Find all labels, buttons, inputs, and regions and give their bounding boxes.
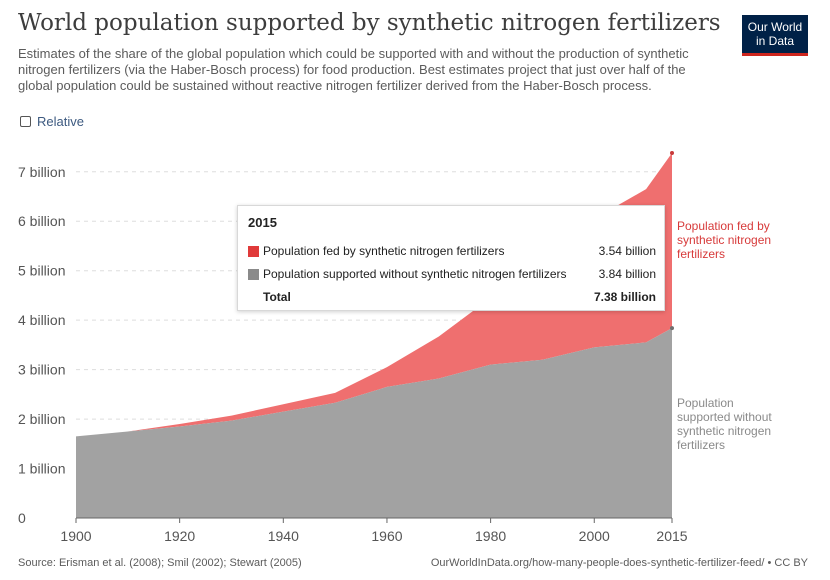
series-label-fed: fertilizers	[677, 247, 725, 261]
relative-label: Relative	[37, 114, 84, 129]
tooltip-row-fed: Population fed by synthetic nitrogen fer…	[248, 242, 656, 260]
end-point-fed	[670, 150, 674, 155]
tooltip-value-without: 3.84 billion	[598, 267, 656, 281]
y-tick-label: 1 billion	[18, 461, 65, 477]
series-label-without: supported without	[677, 410, 772, 424]
tooltip-year: 2015	[248, 215, 277, 230]
x-tick-label: 2015	[656, 528, 687, 544]
x-tick-label: 2000	[579, 528, 610, 544]
tooltip-row-total: Total 7.38 billion	[248, 288, 656, 306]
tooltip-label-fed: Population fed by synthetic nitrogen fer…	[263, 244, 505, 258]
source-url[interactable]: OurWorldInData.org/how-many-people-does-…	[430, 557, 808, 569]
x-tick-label: 1940	[268, 528, 299, 544]
relative-toggle[interactable]: Relative	[20, 114, 84, 129]
tooltip-row-without: Population supported without synthetic n…	[248, 265, 656, 283]
tooltip-label-without: Population supported without synthetic n…	[263, 267, 567, 281]
chart-title: World population supported by synthetic …	[18, 10, 721, 36]
end-point-without	[670, 326, 674, 331]
series-label-without: Population	[677, 396, 734, 410]
tooltip: 2015 Population fed by synthetic nitroge…	[237, 205, 665, 311]
tooltip-swatch-fed	[248, 245, 259, 257]
area-supported-without-fertilizers	[76, 328, 672, 518]
series-label-fed: Population fed by	[677, 219, 770, 233]
x-tick-label: 1960	[371, 528, 402, 544]
y-tick-label: 2 billion	[18, 411, 65, 427]
series-label-without: synthetic nitrogen	[677, 424, 771, 438]
tooltip-value-total: 7.38 billion	[593, 290, 656, 304]
y-tick-label: 0	[18, 510, 26, 526]
chart-subtitle: Estimates of the share of the global pop…	[18, 46, 689, 93]
y-tick-label: 7 billion	[18, 164, 65, 180]
series-label-fed: synthetic nitrogen	[677, 233, 771, 247]
tooltip-swatch-without	[248, 268, 259, 280]
checkbox-icon[interactable]	[20, 116, 31, 127]
series-label-without: fertilizers	[677, 438, 725, 452]
owid-logo[interactable]: Our World in Data	[742, 15, 808, 56]
y-tick-label: 6 billion	[18, 213, 65, 229]
x-tick-label: 1900	[60, 528, 91, 544]
y-tick-label: 5 billion	[18, 263, 65, 279]
logo-line-2: in Data	[755, 34, 795, 48]
y-tick-label: 3 billion	[18, 362, 65, 378]
x-tick-label: 1980	[475, 528, 506, 544]
x-tick-label: 1920	[164, 528, 195, 544]
logo-line-1: Our World	[747, 20, 803, 34]
source-note: Source: Erisman et al. (2008); Smil (200…	[18, 557, 302, 569]
tooltip-value-fed: 3.54 billion	[598, 244, 656, 258]
y-tick-label: 4 billion	[18, 312, 65, 328]
tooltip-label-total: Total	[263, 290, 291, 304]
